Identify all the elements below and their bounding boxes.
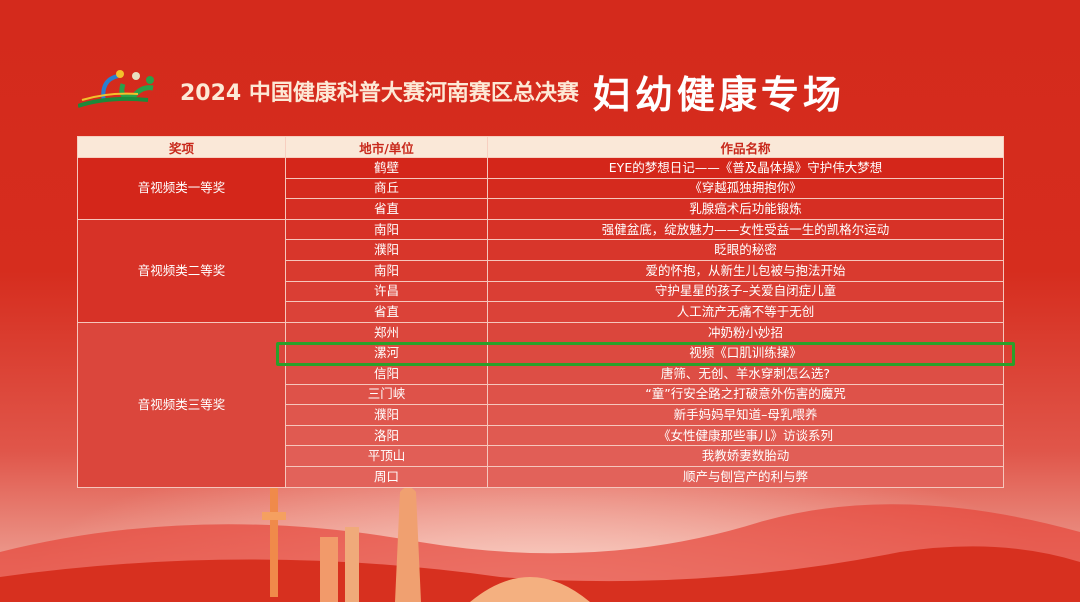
unit-cell: 信阳: [285, 362, 488, 385]
work-cell: EYE的梦想日记——《普及晶体操》守护伟大梦想: [487, 157, 1004, 179]
work-cell: 我教娇妻数胎动: [487, 445, 1004, 467]
unit-cell: 南阳: [285, 259, 488, 282]
table-row: 濮阳 眨眼的秘密: [77, 239, 1004, 261]
health-literacy-logo: [77, 66, 168, 116]
table-row: 许昌 守护星星的孩子–关爱自闭症儿童: [77, 280, 1004, 303]
awards-table: 奖项 地市/单位 作品名称 音视频类一等奖 鹤壁 EYE的梦想日记——《普及晶体操》…: [77, 136, 1004, 488]
unit-cell: 南阳: [285, 218, 488, 241]
unit-cell: 平顶山: [285, 445, 488, 467]
highlight-box: [276, 342, 1015, 366]
work-cell: 冲奶粉小妙招: [487, 321, 1004, 344]
table-row: 音视频类一等奖 鹤壁 EYE的梦想日记——《普及晶体操》守护伟大梦想: [77, 157, 1004, 220]
work-cell: 乳腺癌术后功能锻炼: [487, 198, 1004, 220]
table-row: 音视频类二等奖 南阳 强健盆底，绽放魅力——女性受益一生的凯格尔运动: [77, 218, 1004, 323]
work-cell: “童”行安全路之打破意外伤害的魔咒: [487, 383, 1004, 406]
column-header-unit: 地市/单位: [285, 136, 488, 158]
unit-cell: 周口: [285, 465, 488, 488]
event-title: 2024 中国健康科普大赛河南赛区总决赛: [180, 81, 579, 106]
work-cell: 守护星星的孩子–关爱自闭症儿童: [487, 280, 1004, 303]
unit-cell: 濮阳: [285, 404, 488, 426]
work-cell: 眨眼的秘密: [487, 239, 1004, 261]
column-header-work: 作品名称: [487, 136, 1004, 158]
unit-cell: 省直: [285, 198, 488, 220]
table-row: 三门峡 “童”行安全路之打破意外伤害的魔咒: [77, 383, 1004, 406]
header: 2024 中国健康科普大赛河南赛区总决赛 妇幼健康专场: [77, 66, 845, 117]
table-row: 周口 顺产与刨宫产的利与弊: [77, 465, 1004, 488]
table-header-row: 奖项 地市/单位 作品名称: [77, 136, 1004, 158]
table-row: 濮阳 新手妈妈早知道–母乳喂养: [77, 404, 1004, 426]
unit-cell: 洛阳: [285, 424, 488, 447]
table-row: 南阳 爱的怀抱，从新生儿包被与抱法开始: [77, 259, 1004, 282]
unit-cell: 濮阳: [285, 239, 488, 261]
work-cell: 新手妈妈早知道–母乳喂养: [487, 404, 1004, 426]
unit-cell: 鹤壁: [285, 157, 488, 179]
unit-cell: 商丘: [285, 177, 488, 200]
work-cell: 爱的怀抱，从新生儿包被与抱法开始: [487, 259, 1004, 282]
table-row: 平顶山 我教娇妻数胎动: [77, 445, 1004, 467]
city-skyline-decoration: [0, 487, 1080, 602]
table-row: 省直 乳腺癌术后功能锻炼: [77, 198, 1004, 220]
work-cell: 唐筛、无创、羊水穿刺怎么选?: [487, 362, 1004, 385]
unit-cell: 三门峡: [285, 383, 488, 406]
unit-cell: 郑州: [285, 321, 488, 344]
table-row: 音视频类三等奖 郑州 冲奶粉小妙招: [77, 321, 1004, 488]
work-cell: 强健盆底，绽放魅力——女性受益一生的凯格尔运动: [487, 218, 1004, 241]
work-cell: 顺产与刨宫产的利与弊: [487, 465, 1004, 488]
work-cell: 人工流产无痛不等于无创: [487, 301, 1004, 323]
work-cell: 《女性健康那些事儿》访谈系列: [487, 424, 1004, 447]
unit-cell: 省直: [285, 301, 488, 323]
award-cell: 音视频类三等奖: [77, 321, 286, 488]
event-subtitle: 妇幼健康专场: [592, 72, 845, 117]
table-row: 省直 人工流产无痛不等于无创: [77, 301, 1004, 323]
work-cell: 《穿越孤独拥抱你》: [487, 177, 1004, 200]
award-cell: 音视频类一等奖: [77, 157, 286, 220]
table-row: 信阳 唐筛、无创、羊水穿刺怎么选?: [77, 362, 1004, 385]
table-row: 洛阳 《女性健康那些事儿》访谈系列: [77, 424, 1004, 447]
award-cell: 音视频类二等奖: [77, 218, 286, 323]
unit-cell: 许昌: [285, 280, 488, 303]
table-row: 漯河 视频《口肌训练操》: [77, 342, 1004, 364]
column-header-award: 奖项: [77, 136, 286, 158]
